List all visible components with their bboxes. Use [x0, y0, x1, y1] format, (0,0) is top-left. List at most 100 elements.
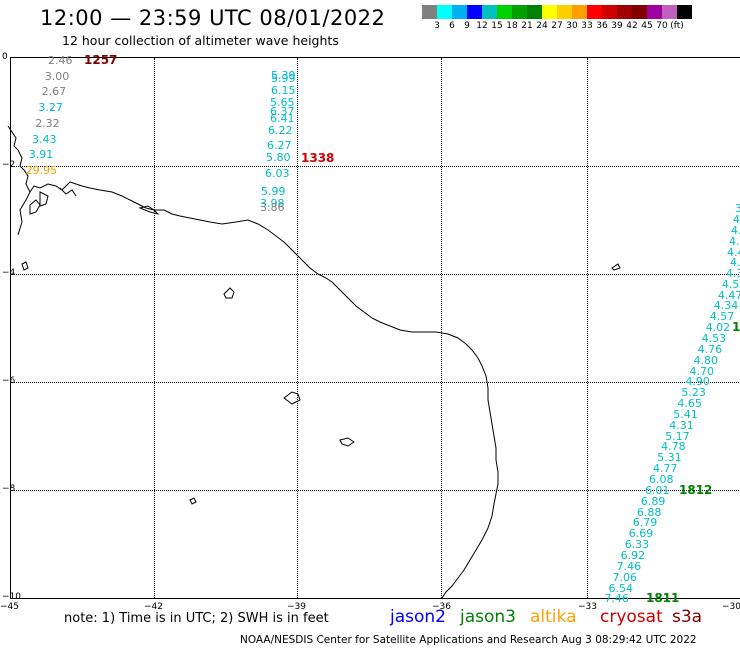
wave-height-label: 6.15 [271, 84, 296, 97]
satellite-label-jason2: jason2 [390, 607, 446, 627]
wave-height-label: 4.31 [669, 418, 694, 432]
brazil-coastline [17, 181, 499, 599]
wave-height-label: 6.79 [632, 516, 658, 530]
island-small-3 [339, 437, 355, 447]
gridline-lat-8 [11, 490, 740, 491]
footer-credit: NOAA/NESDIS Center for Satellite Applica… [240, 634, 697, 646]
y-tick-label: −10 [2, 592, 21, 602]
wave-height-label: 5.41 [673, 407, 698, 421]
gridline-lat-4 [11, 274, 740, 275]
wave-height-label: 6.22 [268, 124, 293, 137]
wave-height-label: 6.01 [644, 483, 670, 497]
wave-height-label-partial: 4. [731, 224, 740, 237]
wave-height-label: 4.47 [717, 288, 740, 302]
wave-height-label: 4.38 [725, 266, 740, 280]
wave-height-label: 5.23 [681, 386, 706, 400]
wave-height-label: 3.98 [260, 197, 285, 210]
wave-height-label: 5.39 [271, 69, 296, 82]
x-tick-label: −39 [287, 602, 306, 612]
color-scale-labels: 3 6 9 12 15 18 21 24 27 30 33 36 39 42 45 70 (ft) [422, 21, 740, 33]
wave-height-label: 5.31 [657, 451, 682, 465]
legend-swatch [542, 5, 557, 19]
y-tick-label: −8 [2, 484, 16, 494]
legend-swatch [587, 5, 602, 19]
wave-height-label: 5.99 [261, 185, 286, 198]
legend-swatch [482, 5, 497, 19]
legend-swatch [572, 5, 587, 19]
gridline-lat-2 [11, 166, 740, 167]
wave-height-label: 4.02 [705, 321, 731, 335]
x-tick-label: −42 [144, 602, 163, 612]
island-small-6 [611, 263, 621, 271]
legend-label: 39 [611, 21, 623, 31]
wave-height-label: 5.65 [270, 96, 295, 109]
y-tick-label: −6 [2, 376, 16, 386]
wave-height-label: 6.89 [640, 494, 666, 508]
wave-height-label: 4.53 [701, 331, 727, 345]
wave-height-label: 6.03 [265, 167, 290, 180]
wave-height-label: 3.43 [32, 132, 57, 146]
wave-height-label: 4.65 [677, 397, 702, 411]
x-tick-label: −33 [578, 602, 597, 612]
legend-label: 18 [506, 21, 518, 31]
legend-label: 33 [581, 21, 593, 31]
legend-swatch [617, 5, 632, 19]
wave-height-label: 4.90 [685, 375, 710, 389]
wave-height-label: 4.78 [661, 440, 686, 454]
x-tick-label: −30 [722, 602, 740, 612]
map-note: note: 1) Time is in UTC; 2) SWH is in fe… [64, 611, 329, 626]
island-small-2 [283, 391, 301, 405]
wave-height-label: 7.46 [616, 559, 642, 573]
legend-swatch [557, 5, 572, 19]
legend-label: 15 [491, 21, 503, 31]
gridline-lon-42 [154, 58, 155, 598]
pass-time-label-partial: 1 [732, 320, 740, 334]
legend-label: 30 [566, 21, 578, 31]
wave-height-label: 6.08 [649, 473, 674, 486]
gridline-lat-6 [11, 382, 740, 383]
wave-height-label: 3.27 [38, 101, 63, 115]
wave-height-label: 6.33 [624, 538, 650, 552]
legend-swatch [677, 5, 692, 19]
wave-height-label: 6.54 [608, 581, 634, 595]
wave-height-label: 4.57 [709, 310, 735, 324]
wave-height-label: 5.99 [271, 72, 296, 85]
island-small-4 [21, 261, 29, 271]
wave-height-label: 5.17 [665, 429, 690, 443]
gridline-lon-39 [297, 58, 298, 598]
wave-height-label: 4.76 [697, 342, 723, 356]
legend-label: 3 [434, 21, 440, 31]
y-tick-label: −4 [2, 268, 16, 278]
legend-label: (ft) [670, 21, 684, 31]
wave-height-label: 6.69 [628, 527, 654, 541]
wave-height-label-partial: 3 [735, 202, 740, 215]
pass-time-label: 1811 [646, 591, 680, 605]
pass-time-label: 1338 [301, 151, 335, 165]
map-frame [10, 57, 740, 599]
wave-height-label: 6.92 [620, 548, 646, 562]
legend-swatch [422, 5, 437, 19]
wave-height-label: 4.70 [689, 364, 715, 378]
legend-swatch [467, 5, 482, 19]
wave-height-label: 7.06 [612, 570, 638, 584]
legend-swatch [632, 5, 647, 19]
legend-swatch [527, 5, 542, 19]
legend-swatch [662, 5, 677, 19]
legend-swatch [602, 5, 617, 19]
wave-height-label: 4.50 [730, 256, 740, 269]
legend-label: 27 [551, 21, 563, 31]
wave-height-label: 4.77 [653, 462, 678, 476]
gridline-lon-33 [587, 58, 588, 598]
gridline-lon-36 [441, 58, 442, 598]
legend-swatch [497, 5, 512, 19]
y-tick-label: −2 [2, 160, 16, 170]
wave-height-label: 6.41 [270, 112, 295, 125]
legend-label: 24 [536, 21, 548, 31]
pass-time-label: 1812 [679, 483, 713, 497]
wave-height-label-partial: 4.6 [729, 235, 740, 248]
legend-label: 12 [476, 21, 488, 31]
legend-swatch [512, 5, 527, 19]
legend-swatch [452, 5, 467, 19]
